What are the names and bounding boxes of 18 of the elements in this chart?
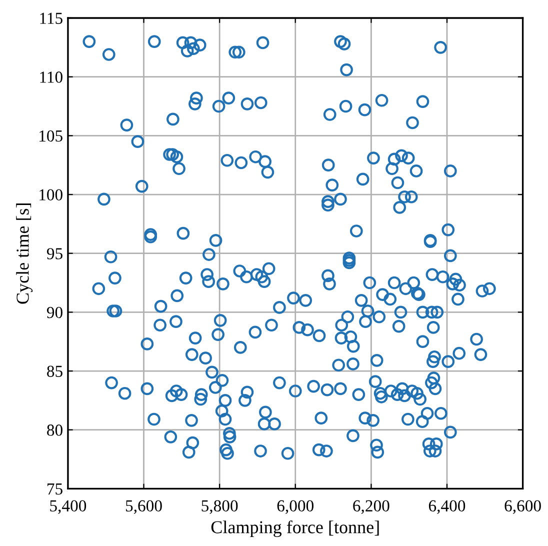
y-tick-label: 115 (40, 12, 62, 24)
y-tick-label: 105 (40, 130, 62, 142)
x-tick-label: 5,800 (202, 500, 238, 514)
x-axis-title: Clamping force [tonne] (211, 520, 379, 538)
y-tick-label: 75 (48, 484, 62, 495)
y-tick-label: 95 (46, 248, 62, 260)
x-tick-label: 6,600 (504, 500, 541, 514)
y-tick-label: 80 (47, 424, 62, 436)
y-tick-label: 110 (40, 72, 62, 83)
x-tick-label: 6,200 (353, 500, 390, 514)
y-tick-label: 90 (46, 306, 62, 318)
x-tick-label: 5,600 (126, 500, 162, 514)
y-axis-title: Cycle time [s] (16, 204, 33, 304)
x-tick-label: 5,400 (50, 500, 86, 514)
x-tick-label: 6,000 (277, 500, 314, 514)
y-tick-label: 85 (47, 366, 62, 377)
y-tick-label: 100 (40, 189, 62, 200)
x-tick-label: 6,400 (428, 500, 466, 514)
